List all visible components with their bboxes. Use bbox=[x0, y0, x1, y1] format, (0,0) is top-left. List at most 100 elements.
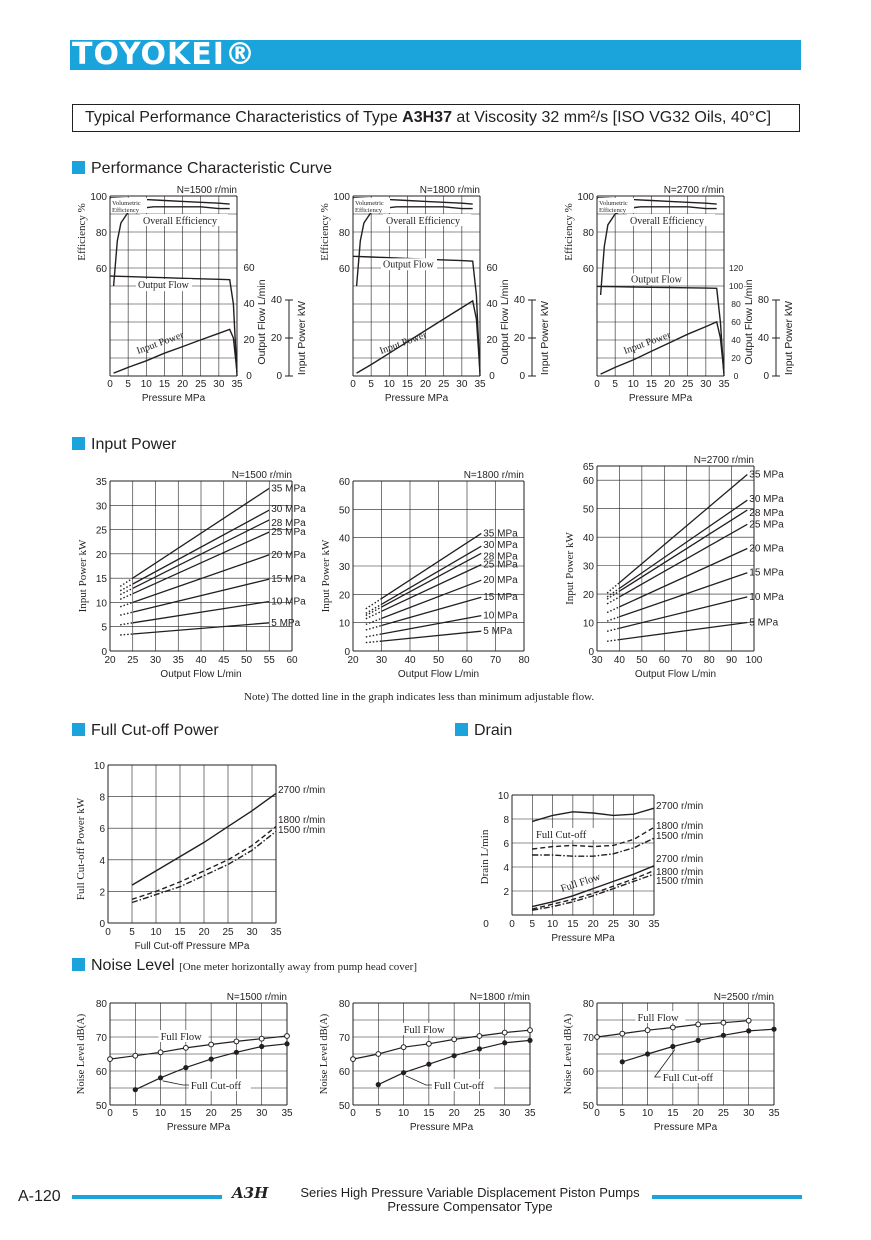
series-label: 10 MPa bbox=[749, 592, 784, 603]
flow-tick-label: 40 bbox=[243, 299, 255, 310]
power-tick-label: 20 bbox=[514, 333, 526, 344]
x-tick-label: 35 bbox=[648, 919, 660, 930]
x-tick-label: 80 bbox=[704, 655, 716, 666]
series-dotted-4 bbox=[119, 601, 134, 608]
series-dotted-0 bbox=[119, 577, 134, 587]
x-tick-label: 25 bbox=[474, 1108, 486, 1119]
page-number: A-120 bbox=[18, 1188, 61, 1205]
y-tick-label: 10 bbox=[94, 761, 106, 772]
flow-tick-label: 20 bbox=[243, 335, 255, 346]
series-label: 20 MPa bbox=[749, 544, 784, 555]
series-fullflow-dash bbox=[532, 869, 655, 910]
chart-title: N=1500 r/min bbox=[232, 470, 292, 481]
section-title: Noise Level bbox=[91, 957, 175, 974]
label-overall-efficiency: Overall Efficiency bbox=[630, 216, 704, 227]
series-line-5 bbox=[381, 596, 482, 627]
series-logo: A3H bbox=[232, 1184, 269, 1202]
x-tick-label: 0 bbox=[107, 1108, 113, 1119]
x-tick-label: 40 bbox=[404, 655, 416, 666]
x-tick-label: 40 bbox=[195, 655, 207, 666]
series-dotted-5 bbox=[120, 611, 133, 616]
title-suffix: at Viscosity 32 mm²/s [ISO VG32 Oils, 40… bbox=[451, 109, 772, 126]
y-axis-label-flow: Output Flow L/min bbox=[256, 279, 268, 364]
label-bg bbox=[158, 1030, 209, 1042]
y-tick-label: 20 bbox=[96, 550, 108, 561]
section-square-icon bbox=[72, 161, 85, 174]
x-tick-label: 50 bbox=[241, 655, 253, 666]
input-power-chart-1: 20 25 30 35 40 45 50 55 60 0 5 10 15 20 25 30 35 N=1500 r… bbox=[77, 470, 306, 680]
label-full-flow: Full Flow bbox=[161, 1032, 203, 1043]
full-cut-off-point bbox=[527, 1037, 533, 1043]
full-flow-point bbox=[233, 1038, 240, 1045]
label-full-flow: Full Flow bbox=[637, 1013, 679, 1024]
power-tick-label: 40 bbox=[514, 295, 526, 306]
series-dotted-4 bbox=[365, 617, 382, 626]
full-cut-off-point bbox=[746, 1028, 752, 1034]
y-axis-label-efficiency: Efficiency % bbox=[319, 203, 331, 261]
x-tick-label: 0 bbox=[350, 1108, 356, 1119]
series-cutoff-dash bbox=[532, 826, 655, 850]
label-efficiency: Efficiency bbox=[599, 207, 627, 214]
title-prefix: Typical Performance Characteristics of T… bbox=[85, 109, 403, 126]
full-cut-off-point bbox=[619, 1059, 625, 1065]
y-axis-label: Input Power kW bbox=[77, 539, 89, 612]
series-dotted-3 bbox=[365, 610, 382, 620]
flow-tick-label: 0 bbox=[246, 371, 252, 382]
power-tick-label: 40 bbox=[271, 295, 283, 306]
y-tick-label: 80 bbox=[339, 228, 351, 239]
series-line-3 bbox=[132, 531, 270, 595]
x-tick-label: 45 bbox=[218, 655, 230, 666]
y-tick-label: 60 bbox=[583, 476, 595, 487]
y-tick-label: 30 bbox=[339, 562, 351, 573]
series-label: 2700 r/min bbox=[656, 854, 703, 865]
series-label: 5 MPa bbox=[271, 618, 300, 629]
y-tick-label: 30 bbox=[583, 562, 595, 573]
series-dotted-2 bbox=[365, 606, 382, 617]
section-square-icon bbox=[455, 723, 468, 736]
section-square-icon bbox=[72, 723, 85, 736]
footer-rule-right bbox=[652, 1195, 802, 1199]
series-line-7 bbox=[132, 622, 270, 635]
series-label: 28 MPa bbox=[749, 508, 784, 519]
x-tick-label: 10 bbox=[141, 379, 153, 390]
label-leader bbox=[405, 1075, 432, 1086]
full-flow-point bbox=[669, 1024, 676, 1031]
series-label: 30 MPa bbox=[749, 494, 784, 505]
full-flow-point bbox=[720, 1019, 727, 1026]
series-line-6 bbox=[132, 600, 270, 624]
y-tick-label: 100 bbox=[333, 192, 350, 203]
label-output-flow: Output Flow bbox=[138, 280, 190, 291]
series-full-flow bbox=[109, 1035, 288, 1060]
full-cut-off-point bbox=[233, 1049, 240, 1055]
y-tick-label: 20 bbox=[339, 590, 351, 601]
series-dotted-1 bbox=[606, 587, 620, 598]
y-tick-label: 70 bbox=[96, 1033, 108, 1044]
x-tick-label: 25 bbox=[438, 379, 450, 390]
series-label: 25 MPa bbox=[483, 560, 518, 571]
series-line-4 bbox=[132, 554, 270, 604]
noise-note: [One meter horizontally away from pump h… bbox=[179, 961, 417, 973]
series-dotted-3 bbox=[119, 593, 134, 600]
y-axis-label: Noise Level dB(A) bbox=[319, 1013, 330, 1094]
power-tick-label: 0 bbox=[276, 371, 282, 382]
flow-tick-label: 60 bbox=[486, 263, 498, 274]
series-line-3 bbox=[381, 564, 482, 612]
x-tick-label: 30 bbox=[591, 655, 603, 666]
y-tick-label: 25 bbox=[96, 526, 108, 537]
x-tick-label: 0 bbox=[105, 927, 111, 938]
series-label: 1800 r/min bbox=[656, 821, 703, 832]
x-tick-label: 100 bbox=[746, 655, 763, 666]
series-line-4 bbox=[619, 547, 748, 608]
y-tick-label: 2 bbox=[99, 887, 105, 898]
chart-title: N=1500 r/min bbox=[227, 992, 287, 1003]
series-label: 1800 r/min bbox=[278, 815, 325, 826]
x-tick-label: 10 bbox=[155, 1108, 167, 1119]
series-output-flow bbox=[109, 275, 238, 377]
series-label: 1500 r/min bbox=[656, 876, 703, 887]
full-cut-off-point bbox=[644, 1051, 651, 1057]
x-axis-label: Pressure MPa bbox=[167, 1122, 231, 1133]
full-flow-point bbox=[425, 1040, 432, 1047]
label-full-cut-off: Full Cut-off bbox=[663, 1073, 714, 1084]
flow-tick-label: 40 bbox=[486, 299, 498, 310]
x-tick-label: 0 bbox=[594, 1108, 600, 1119]
